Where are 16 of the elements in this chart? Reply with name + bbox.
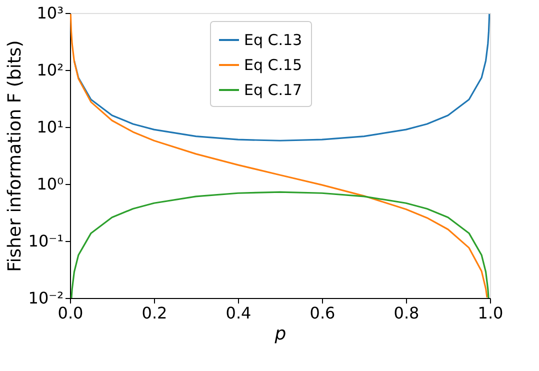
line-series xyxy=(73,13,490,142)
y-tick-label: 10⁻¹ xyxy=(28,232,64,250)
y-axis-title: Fisher information F (bits) xyxy=(4,40,26,272)
legend-label: Eq C.17 xyxy=(244,81,302,99)
y-tick-label: 10⁰ xyxy=(36,174,64,194)
x-tick-label: 0.6 xyxy=(310,304,336,322)
legend-label: Eq C.13 xyxy=(244,31,302,49)
legend-label: Eq C.15 xyxy=(244,56,302,74)
x-tick-label: 0.8 xyxy=(394,304,420,322)
x-tick-label: 1.0 xyxy=(478,304,504,322)
y-tick-label: 10² xyxy=(36,60,64,80)
y-tick-label: 10³ xyxy=(36,4,64,22)
x-tick-label: 0.4 xyxy=(226,304,252,322)
x-axis-title: p xyxy=(274,324,286,344)
x-tick-label: 0.2 xyxy=(142,304,168,322)
y-tick-label: 10¹ xyxy=(36,118,64,136)
